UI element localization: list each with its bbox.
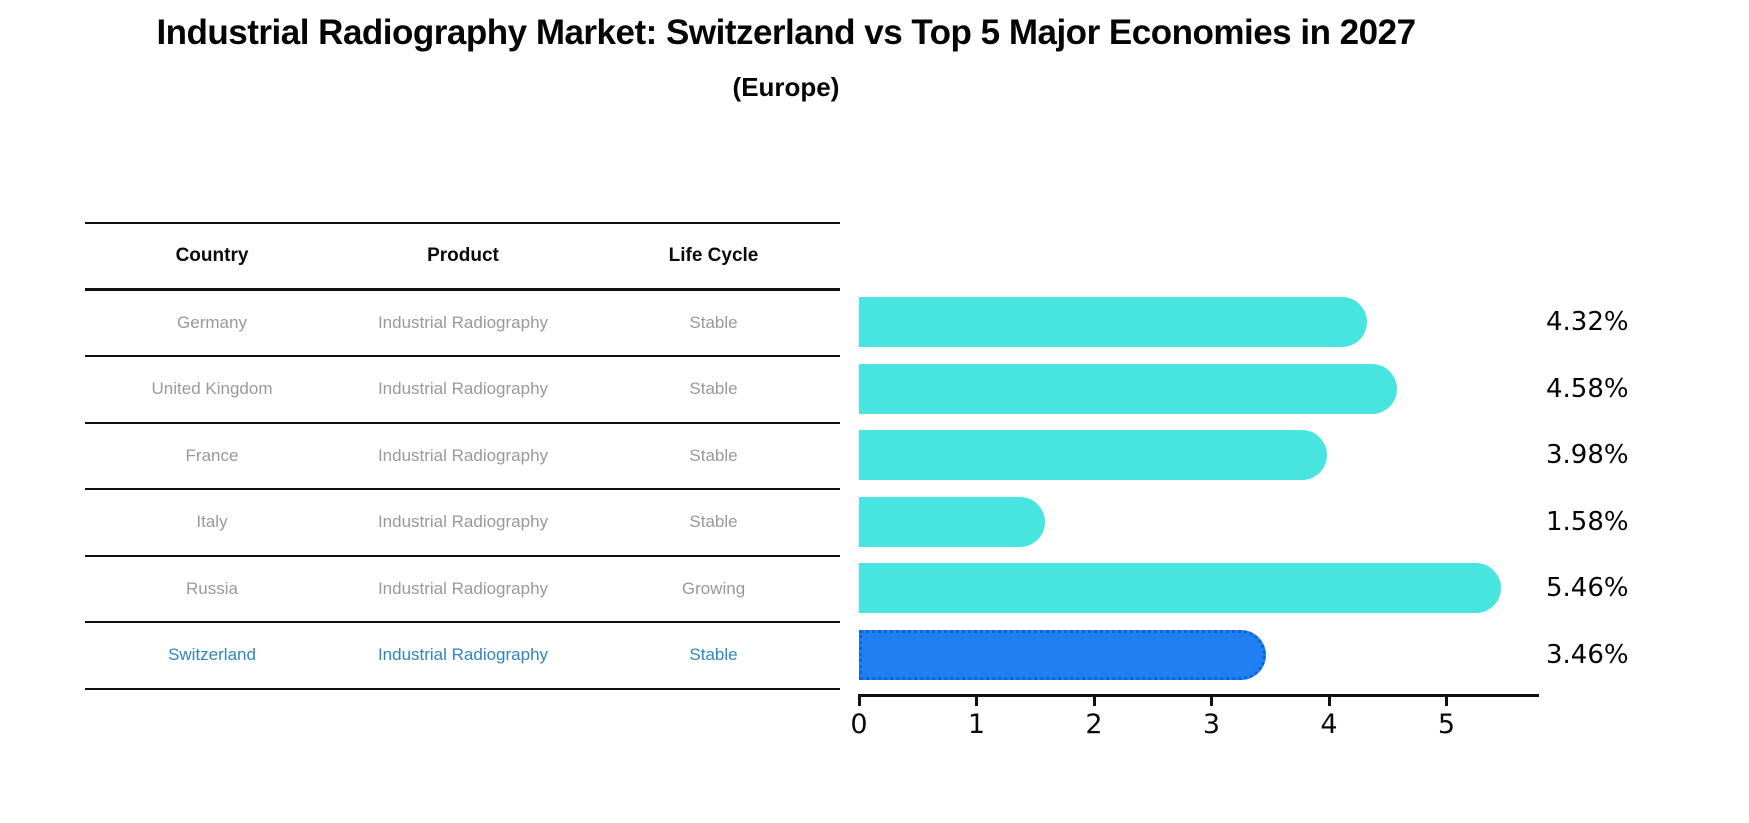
cell-country: Germany: [177, 312, 247, 332]
value-label: 3.98%: [1546, 440, 1629, 470]
x-axis-tick-label: 5: [1437, 709, 1456, 740]
cell-country: United Kingdom: [151, 379, 273, 399]
cell-product: Industrial Radiography: [377, 578, 549, 598]
cell-life-cycle: Stable: [689, 379, 738, 399]
x-axis-tick-label: 4: [1320, 709, 1338, 740]
table-row: Germany Industrial Radiography Stable: [85, 291, 840, 357]
bar-switzerland: [859, 629, 1266, 680]
cell-country: Italy: [196, 512, 228, 532]
x-axis-tick: [1210, 696, 1213, 706]
x-axis-tick: [1327, 696, 1331, 706]
cell-product: Industrial Radiography: [377, 645, 549, 665]
x-axis-tick-label: 3: [1202, 709, 1221, 740]
table-row: United Kingdom Industrial Radiography St…: [85, 357, 840, 424]
cell-product: Industrial Radiography: [377, 312, 549, 332]
chart-subtitle: (Europe): [732, 72, 840, 102]
bar-italy: [859, 496, 1045, 547]
cell-life-cycle: Stable: [689, 512, 738, 532]
cell-country: France: [185, 445, 239, 465]
bar-russia: [859, 563, 1501, 613]
table-header-row: Country Product Life Cycle: [85, 224, 840, 291]
cell-life-cycle: Stable: [689, 312, 738, 332]
column-header-product: Product: [427, 244, 499, 266]
cell-life-cycle: Stable: [689, 445, 738, 465]
cell-life-cycle: Stable: [689, 645, 738, 665]
x-axis-tick: [975, 696, 978, 706]
value-label: 3.46%: [1546, 639, 1629, 670]
x-axis-tick: [857, 696, 861, 706]
value-label: 4.32%: [1546, 307, 1629, 337]
value-label: 1.58%: [1546, 506, 1629, 537]
x-axis-tick-label: 1: [967, 709, 986, 740]
x-axis-tick-label: 2: [1085, 709, 1103, 740]
data-table: Country Product Life Cycle Germany Indus…: [85, 222, 840, 690]
bar-germany: [859, 297, 1367, 347]
x-axis-tick: [1092, 696, 1096, 706]
value-label: 5.46%: [1546, 573, 1629, 603]
table-row: France Industrial Radiography Stable: [85, 424, 840, 490]
cell-country: Switzerland: [168, 645, 256, 665]
table-row: Russia Industrial Radiography Growing: [85, 557, 840, 623]
table-row: Italy Industrial Radiography Stable: [85, 490, 840, 557]
x-axis-tick: [1445, 696, 1448, 706]
value-label: 4.58%: [1546, 373, 1629, 404]
table-row-switzerland: Switzerland Industrial Radiography Stabl…: [85, 623, 840, 690]
bar-united-kingdom: [859, 363, 1398, 414]
x-axis-tick-label: 0: [850, 709, 868, 740]
cell-product: Industrial Radiography: [377, 445, 549, 465]
chart-title: Industrial Radiography Market: Switzerla…: [156, 13, 1416, 52]
cell-product: Industrial Radiography: [377, 512, 549, 532]
cell-country: Russia: [186, 578, 238, 598]
column-header-country: Country: [175, 244, 249, 266]
cell-product: Industrial Radiography: [377, 379, 549, 399]
column-header-life-cycle: Life Cycle: [668, 244, 759, 266]
x-axis-spine: [858, 694, 1539, 697]
bar-france: [859, 430, 1327, 480]
cell-life-cycle: Growing: [681, 578, 746, 598]
